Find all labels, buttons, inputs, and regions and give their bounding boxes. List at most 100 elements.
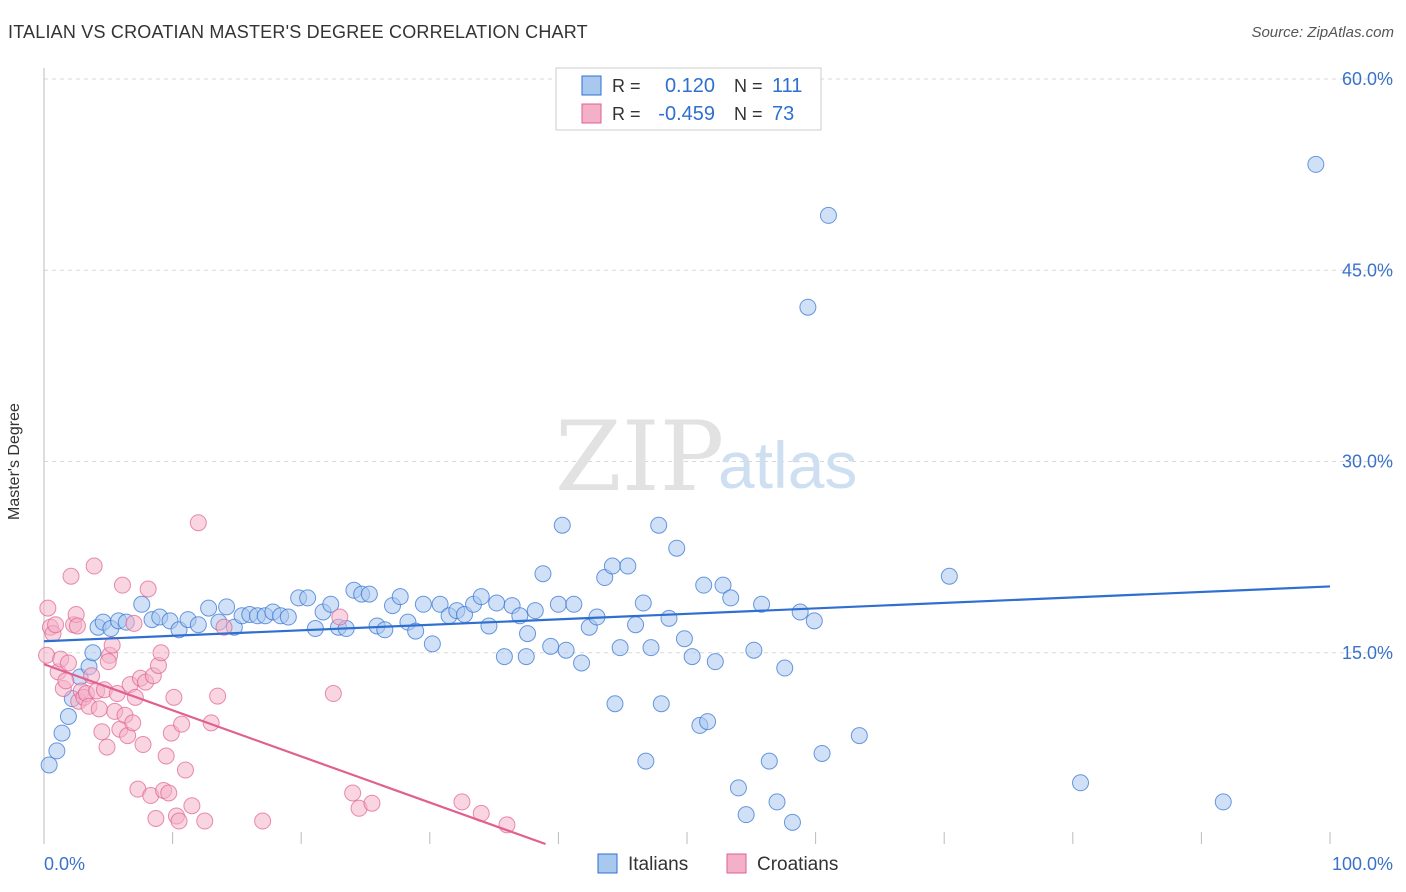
point-italians[interactable] — [603, 557, 621, 575]
point-italians[interactable] — [542, 637, 560, 655]
point-italians[interactable] — [431, 595, 449, 613]
point-italians[interactable] — [714, 576, 732, 594]
point-italians[interactable] — [660, 609, 678, 627]
point-italians[interactable] — [706, 653, 724, 671]
point-croatians[interactable] — [173, 715, 191, 733]
point-italians[interactable] — [519, 625, 537, 643]
point-croatians[interactable] — [134, 736, 152, 754]
point-italians[interactable] — [642, 639, 660, 657]
point-croatians[interactable] — [103, 636, 121, 654]
point-croatians[interactable] — [202, 714, 220, 732]
legend-label-croatians[interactable]: Croatians — [757, 854, 838, 875]
point-italians[interactable] — [799, 298, 817, 316]
point-croatians[interactable] — [113, 576, 131, 594]
point-croatians[interactable] — [125, 614, 143, 632]
point-italians[interactable] — [495, 648, 513, 666]
point-croatians[interactable] — [324, 685, 342, 703]
point-croatians[interactable] — [99, 653, 117, 671]
point-croatians[interactable] — [176, 761, 194, 779]
point-italians[interactable] — [279, 608, 297, 626]
point-italians[interactable] — [753, 595, 771, 613]
point-croatians[interactable] — [157, 747, 175, 765]
point-croatians[interactable] — [215, 618, 233, 636]
point-italians[interactable] — [517, 648, 535, 666]
point-italians[interactable] — [611, 639, 629, 657]
point-italians[interactable] — [695, 576, 713, 594]
point-italians[interactable] — [745, 641, 763, 659]
point-croatians[interactable] — [189, 514, 207, 532]
point-italians[interactable] — [634, 594, 652, 612]
point-italians[interactable] — [619, 557, 637, 575]
point-italians[interactable] — [472, 588, 490, 606]
point-italians[interactable] — [407, 622, 425, 640]
point-italians[interactable] — [391, 588, 409, 606]
point-croatians[interactable] — [139, 580, 157, 598]
point-croatians[interactable] — [170, 812, 188, 830]
point-italians[interactable] — [722, 589, 740, 607]
point-italians[interactable] — [729, 779, 747, 797]
point-croatians[interactable] — [47, 616, 65, 634]
point-italians[interactable] — [791, 603, 809, 621]
point-italians[interactable] — [683, 648, 701, 666]
legend-label-italians[interactable]: Italians — [628, 854, 688, 875]
point-croatians[interactable] — [68, 617, 86, 635]
point-italians[interactable] — [699, 713, 717, 731]
point-italians[interactable] — [526, 602, 544, 620]
point-italians[interactable] — [299, 589, 317, 607]
point-croatians[interactable] — [196, 812, 214, 830]
point-italians[interactable] — [40, 756, 58, 774]
point-italians[interactable] — [606, 695, 624, 713]
point-italians[interactable] — [819, 206, 837, 224]
point-italians[interactable] — [1214, 793, 1232, 811]
point-italians[interactable] — [200, 599, 218, 617]
legend-swatch-croatians[interactable] — [726, 853, 747, 874]
point-italians[interactable] — [534, 565, 552, 583]
point-croatians[interactable] — [38, 646, 56, 664]
point-italians[interactable] — [376, 621, 394, 639]
point-italians[interactable] — [549, 595, 567, 613]
point-italians[interactable] — [668, 539, 686, 557]
point-croatians[interactable] — [254, 812, 272, 830]
point-italians[interactable] — [637, 752, 655, 770]
point-italians[interactable] — [760, 752, 778, 770]
point-croatians[interactable] — [160, 784, 178, 802]
point-croatians[interactable] — [147, 810, 165, 827]
point-italians[interactable] — [675, 630, 693, 648]
point-italians[interactable] — [940, 567, 958, 585]
point-croatians[interactable] — [85, 557, 103, 575]
point-italians[interactable] — [322, 595, 340, 613]
point-italians[interactable] — [783, 813, 801, 831]
point-italians[interactable] — [737, 806, 755, 824]
point-italians[interactable] — [84, 644, 102, 662]
point-croatians[interactable] — [98, 738, 116, 756]
point-italians[interactable] — [53, 724, 71, 742]
point-italians[interactable] — [423, 635, 441, 653]
point-croatians[interactable] — [39, 599, 57, 617]
point-italians[interactable] — [480, 617, 498, 635]
point-italians[interactable] — [565, 595, 583, 613]
point-croatians[interactable] — [209, 687, 227, 705]
point-italians[interactable] — [813, 744, 831, 762]
point-italians[interactable] — [360, 585, 378, 603]
point-croatians[interactable] — [124, 714, 142, 732]
point-croatians[interactable] — [152, 644, 170, 662]
point-croatians[interactable] — [93, 723, 111, 741]
point-italians[interactable] — [133, 595, 151, 613]
point-italians[interactable] — [189, 616, 207, 634]
point-croatians[interactable] — [453, 793, 471, 811]
point-italians[interactable] — [553, 516, 571, 534]
point-italians[interactable] — [768, 793, 786, 811]
point-croatians[interactable] — [363, 794, 381, 812]
point-croatians[interactable] — [344, 784, 362, 802]
point-croatians[interactable] — [331, 608, 349, 626]
point-italians[interactable] — [48, 742, 66, 760]
point-croatians[interactable] — [59, 654, 77, 672]
point-italians[interactable] — [627, 616, 645, 634]
point-croatians[interactable] — [62, 567, 80, 585]
point-croatians[interactable] — [165, 688, 183, 706]
point-italians[interactable] — [488, 594, 506, 612]
point-italians[interactable] — [557, 641, 575, 659]
point-italians[interactable] — [652, 695, 670, 713]
point-italians[interactable] — [218, 598, 236, 616]
point-croatians[interactable] — [183, 797, 201, 815]
